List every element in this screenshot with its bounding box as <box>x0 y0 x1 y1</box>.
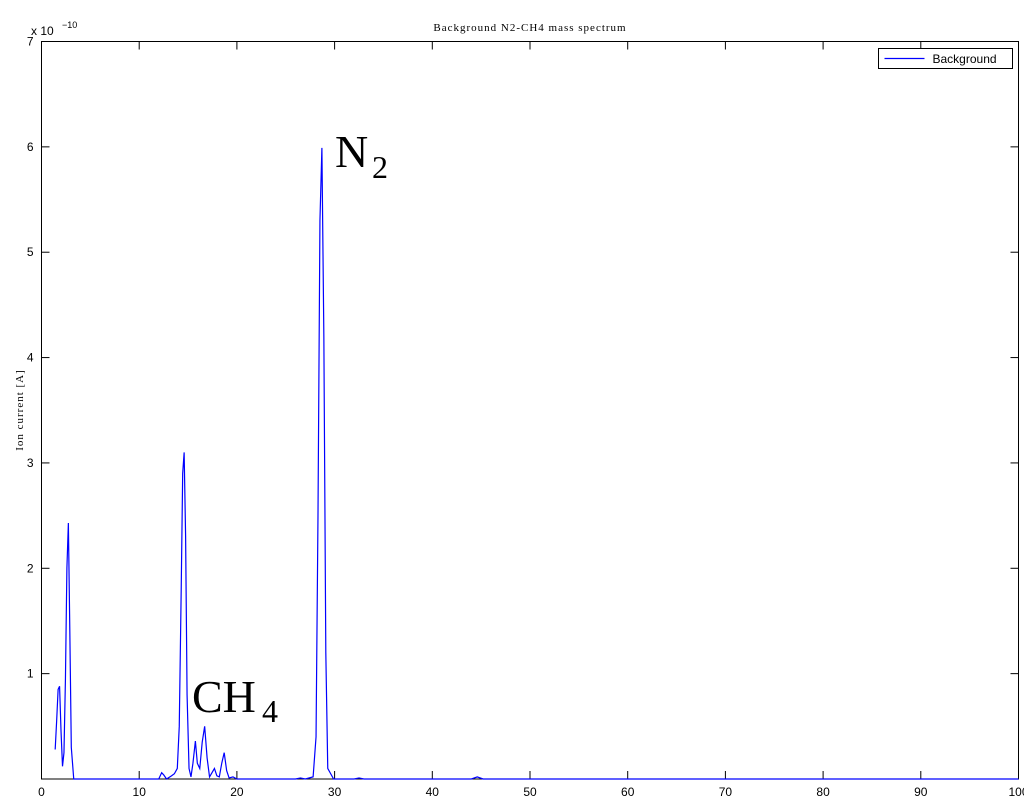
data-line <box>54 147 1019 780</box>
y-tick-label: 6 <box>27 140 34 154</box>
chart-title: Background N2-CH4 mass spectrum <box>433 22 626 34</box>
x-tick-label: 60 <box>621 785 635 799</box>
x-tick-label: 70 <box>719 785 733 799</box>
y-tick-label: 7 <box>27 35 34 49</box>
legend-box <box>878 48 1013 69</box>
y-tick-label: 3 <box>27 456 34 470</box>
legend-label: Background <box>933 52 997 66</box>
x-tick-label: 30 <box>328 785 342 799</box>
x-tick-label: 20 <box>230 785 244 799</box>
y-tick-label: 4 <box>27 351 34 365</box>
y-axis-label: Ion current [A] <box>14 369 26 451</box>
y-scale-label: x 10 <box>31 24 54 38</box>
annotation-subscript: 2 <box>372 149 388 185</box>
x-tick-label: 80 <box>816 785 830 799</box>
y-tick-label: 2 <box>27 561 34 575</box>
x-tick-label: 50 <box>523 785 537 799</box>
y-tick-label: 1 <box>27 667 34 681</box>
x-tick-label: 90 <box>914 785 928 799</box>
y-tick-label: 5 <box>27 245 34 259</box>
annotation: CH <box>192 671 256 722</box>
x-tick-label: 40 <box>426 785 440 799</box>
annotation: N <box>335 126 368 177</box>
x-tick-label: 10 <box>133 785 147 799</box>
x-tick-label: 0 <box>38 785 45 799</box>
y-scale-exponent: −10 <box>62 20 77 30</box>
x-tick-label: 100 <box>1008 785 1024 799</box>
annotation-subscript: 4 <box>262 693 278 729</box>
plot-frame <box>41 41 1019 780</box>
